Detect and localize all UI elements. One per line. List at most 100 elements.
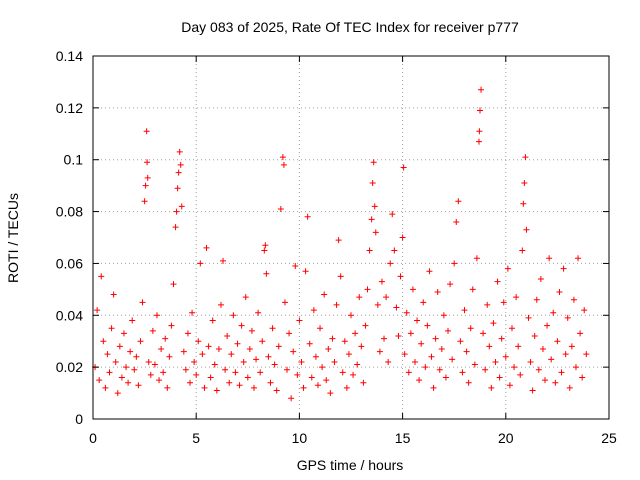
data-point: [279, 154, 286, 161]
data-point: [409, 286, 416, 293]
data-point: [292, 263, 299, 270]
data-point: [224, 333, 231, 340]
data-point: [145, 358, 152, 365]
data-point: [187, 379, 194, 386]
data-point: [453, 218, 460, 225]
data-point: [484, 301, 491, 308]
data-point: [139, 299, 146, 306]
data-point: [522, 154, 529, 161]
data-point: [104, 351, 111, 358]
data-point: [529, 387, 536, 394]
x-tick-label: 25: [601, 430, 617, 446]
data-point: [405, 369, 412, 376]
data-point: [277, 205, 284, 212]
data-point: [562, 351, 569, 358]
data-point: [568, 343, 575, 350]
data-point: [500, 299, 507, 306]
data-point: [381, 335, 388, 342]
data-point: [517, 371, 524, 378]
data-point: [215, 345, 222, 352]
data-point: [508, 325, 515, 332]
data-point: [96, 377, 103, 384]
data-point: [321, 291, 328, 298]
data-point: [552, 379, 559, 386]
data-point: [302, 268, 309, 275]
data-point: [201, 384, 208, 391]
data-point: [176, 148, 183, 155]
x-tick-labels: 0 5 10 15 20 25: [89, 430, 617, 446]
axis-ticks: [92, 55, 610, 420]
data-point: [261, 247, 268, 254]
data-point: [265, 353, 272, 360]
data-point: [197, 260, 204, 267]
data-point: [504, 265, 511, 272]
data-point: [259, 338, 266, 345]
data-point: [583, 351, 590, 358]
data-point: [343, 384, 350, 391]
data-point: [579, 374, 586, 381]
data-point: [519, 247, 526, 254]
x-tick-label: 5: [192, 430, 200, 446]
data-point: [242, 294, 249, 301]
data-point: [337, 273, 344, 280]
data-point: [436, 366, 443, 373]
data-point: [298, 358, 305, 365]
x-tick-label: 15: [395, 430, 411, 446]
data-point: [213, 387, 220, 394]
data-point: [173, 208, 180, 215]
data-point: [393, 304, 400, 311]
data-point: [182, 366, 189, 373]
data-point: [308, 374, 315, 381]
data-point: [180, 348, 187, 355]
data-point: [149, 327, 156, 334]
data-point: [385, 358, 392, 365]
data-point: [236, 382, 243, 389]
data-point: [348, 312, 354, 319]
data-point: [178, 203, 185, 210]
data-point: [523, 226, 530, 233]
data-point: [164, 384, 171, 391]
data-point: [114, 390, 121, 397]
data-point: [257, 369, 264, 376]
data-point: [98, 273, 105, 280]
data-point: [525, 314, 532, 321]
data-point: [306, 340, 313, 347]
data-point: [395, 333, 402, 340]
data-point: [407, 330, 414, 337]
data-point: [195, 338, 202, 345]
data-point: [341, 338, 348, 345]
grid-lines: [93, 56, 609, 419]
data-point: [331, 358, 338, 365]
data-point: [506, 382, 513, 389]
data-point: [300, 384, 307, 391]
data-point: [102, 384, 109, 391]
data-point: [314, 382, 321, 389]
data-point: [350, 371, 357, 378]
plot-frame: [92, 55, 610, 420]
data-point: [440, 312, 447, 319]
y-tick-label: 0.14: [56, 48, 83, 64]
data-point: [575, 255, 582, 262]
x-axis-label: GPS time / hours: [297, 457, 404, 473]
data-point: [511, 364, 518, 371]
data-point: [207, 374, 214, 381]
data-point: [118, 374, 125, 381]
x-tick-label: 10: [292, 430, 308, 446]
data-point: [286, 330, 293, 337]
data-point: [211, 361, 218, 368]
data-point: [304, 213, 311, 220]
data-point: [137, 338, 144, 345]
y-tick-label: 0.08: [56, 204, 83, 220]
data-point: [175, 169, 182, 176]
data-point: [399, 234, 406, 241]
data-point: [457, 338, 464, 345]
data-point: [156, 377, 163, 384]
data-point: [548, 356, 555, 363]
data-point: [153, 312, 160, 319]
data-point: [478, 86, 485, 93]
data-point: [560, 265, 567, 272]
data-point: [492, 358, 499, 365]
data-point: [369, 180, 376, 187]
data-point: [378, 278, 385, 285]
